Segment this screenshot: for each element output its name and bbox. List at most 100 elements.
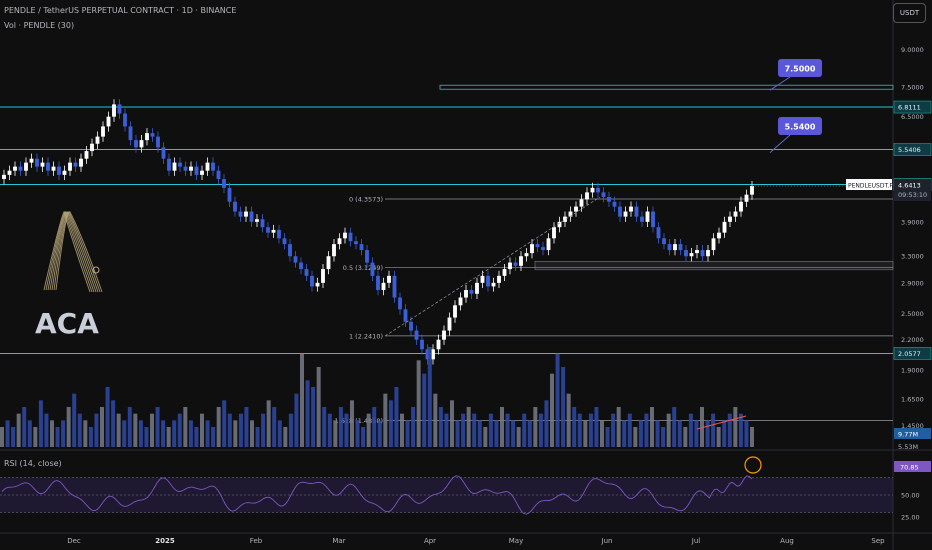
price-tick-label: 2.9000 — [901, 279, 924, 287]
volume-bar — [744, 420, 749, 447]
candle-body — [519, 256, 523, 266]
candle-body — [640, 216, 644, 222]
volume-bar — [0, 427, 4, 447]
candle-body — [238, 211, 243, 217]
volume-bar — [655, 420, 660, 447]
volume-bar — [627, 413, 632, 447]
candle-body — [161, 147, 166, 159]
candle-body — [359, 244, 364, 251]
price-tag — [893, 347, 932, 360]
volume-bar — [138, 420, 143, 447]
volume-bar — [527, 420, 532, 447]
candle-body — [172, 162, 177, 171]
candle-body — [156, 136, 160, 148]
volume-bar — [505, 413, 510, 447]
candle-body — [277, 229, 281, 239]
candle-body — [552, 227, 556, 239]
logo-stroke — [47, 211, 95, 293]
candle-body — [475, 282, 479, 294]
volume-indicator-label: Vol · PENDLE (30) — [4, 21, 75, 30]
volume-bar — [238, 413, 243, 447]
target-badge — [778, 117, 822, 135]
rsi-highlight-circle — [744, 456, 762, 474]
price-tick-label: 6.5000 — [901, 113, 924, 121]
volume-bar — [683, 427, 688, 447]
candle-body — [7, 170, 12, 175]
candle-body — [656, 227, 661, 239]
volume-bar — [122, 420, 127, 447]
rsi-tick-label: 50.00 — [901, 492, 920, 500]
candle-body — [634, 206, 639, 217]
candle-body — [700, 250, 705, 257]
volume-bar — [677, 420, 682, 447]
candle-body — [139, 140, 144, 148]
volume-bar — [733, 407, 738, 447]
volume-bar — [233, 420, 238, 447]
candle-body — [145, 133, 149, 141]
volume-bar — [594, 407, 599, 447]
volume-bar — [183, 407, 188, 447]
candle-body — [684, 250, 688, 257]
candle-body — [596, 187, 600, 193]
volume-bar — [105, 387, 110, 447]
candle-body — [744, 194, 749, 202]
candle-body — [612, 201, 617, 207]
candle-body — [90, 143, 94, 152]
candle-body — [299, 262, 303, 270]
volume-bar — [605, 427, 610, 447]
candle-body — [266, 227, 270, 233]
candle-body — [623, 211, 628, 217]
target-pointer — [769, 76, 791, 91]
candle-body — [590, 187, 595, 193]
candle-body — [326, 256, 331, 270]
candle-body — [101, 126, 105, 137]
candle-body — [255, 219, 259, 222]
candle-body — [29, 158, 34, 163]
candle-body — [480, 275, 485, 283]
volume-bar — [644, 413, 649, 447]
price-tick-label: 1.9000 — [901, 366, 924, 374]
candle-body — [112, 104, 116, 117]
volume-bar — [83, 420, 88, 447]
candle-body — [651, 211, 655, 228]
price-tick-label: 2.5000 — [901, 310, 924, 318]
candle-body — [79, 158, 83, 167]
volume-bar — [44, 413, 49, 447]
volume-bar — [55, 427, 60, 447]
candle-body — [442, 330, 446, 340]
volume-bar — [622, 420, 627, 447]
volume-bar — [33, 427, 38, 447]
volume-bar — [550, 373, 554, 447]
time-tick-label: Sep — [871, 537, 885, 545]
candle-body — [524, 253, 529, 257]
target-badge-label: 7.5000 — [785, 65, 816, 74]
volume-bar — [161, 420, 166, 447]
volume-bar — [633, 427, 638, 447]
price-tick-label: 1.4500 — [901, 422, 924, 430]
candle-body — [205, 162, 210, 171]
candle-body — [695, 250, 699, 254]
currency-button[interactable]: USDT — [893, 3, 926, 23]
candle-body — [403, 309, 408, 322]
demand-zone — [534, 260, 894, 271]
volume-bar — [261, 413, 266, 447]
volume-bar — [188, 420, 193, 447]
candle-body — [211, 162, 215, 171]
volume-bar — [483, 427, 488, 447]
volume-bar — [588, 413, 593, 447]
volume-bar — [194, 427, 199, 447]
volume-bar — [422, 373, 427, 447]
logo-stroke — [45, 210, 93, 293]
volume-bar — [488, 413, 493, 447]
price-tick-label: 9.0000 — [901, 46, 924, 54]
candle-body — [469, 290, 474, 294]
volume-bar — [727, 413, 732, 447]
price-tag — [893, 143, 932, 156]
volume-bar — [305, 380, 310, 447]
volume-bar — [311, 387, 316, 447]
candle-body — [458, 297, 463, 306]
volume-bar — [416, 360, 421, 447]
volume-bar — [150, 413, 154, 447]
volume-bar — [461, 413, 466, 447]
